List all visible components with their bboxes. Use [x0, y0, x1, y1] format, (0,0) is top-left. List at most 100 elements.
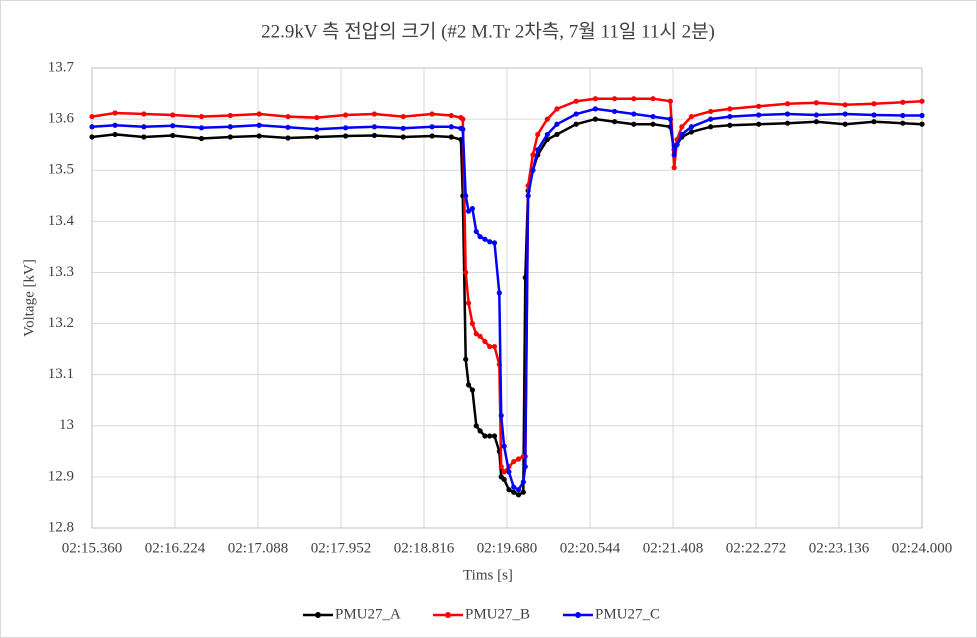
data-point [506, 469, 512, 475]
data-point [343, 112, 349, 118]
data-point [400, 113, 406, 120]
data-point [314, 134, 320, 140]
data-point [522, 464, 528, 470]
x-tick-label: 02:21.408 [643, 540, 703, 556]
data-point [919, 112, 925, 119]
data-point [429, 124, 435, 130]
data-point [871, 101, 877, 107]
x-tick-label: 02:17.088 [228, 540, 288, 556]
data-point [487, 343, 493, 350]
data-point [520, 479, 526, 485]
data-point [227, 124, 233, 130]
data-point [727, 113, 733, 120]
y-tick-label: 13.5 [48, 162, 74, 178]
data-point [465, 300, 472, 306]
data-point [592, 106, 598, 112]
legend-label: PMU27_C [595, 606, 660, 622]
data-point [573, 111, 579, 117]
data-point [679, 124, 685, 130]
data-point [515, 487, 522, 493]
data-point [592, 116, 598, 122]
data-point [592, 96, 598, 102]
data-point [688, 129, 695, 135]
data-point [448, 134, 454, 140]
data-point [198, 135, 205, 142]
legend-marker [315, 612, 321, 618]
data-point [535, 131, 541, 138]
legend-label: PMU27_A [335, 606, 401, 622]
data-point [285, 113, 291, 120]
data-point [554, 121, 560, 127]
data-point [463, 356, 469, 362]
data-point [842, 121, 848, 127]
data-point [491, 240, 498, 246]
data-point [89, 124, 95, 130]
data-point [650, 121, 656, 127]
data-point [498, 464, 504, 470]
data-point [473, 228, 479, 235]
data-point [501, 443, 507, 449]
data-point [813, 112, 819, 118]
data-point [842, 111, 848, 117]
data-point [112, 131, 118, 138]
data-point [813, 100, 819, 106]
data-point [544, 116, 550, 122]
data-point [460, 126, 466, 132]
data-point [227, 134, 233, 140]
data-point [482, 338, 488, 345]
data-point [89, 134, 95, 140]
y-tick-label: 13.1 [48, 366, 74, 382]
data-point [400, 134, 406, 140]
y-tick-label: 12.8 [48, 519, 74, 535]
data-point [343, 125, 349, 131]
data-point [631, 111, 637, 117]
data-point [314, 114, 320, 121]
data-point [89, 113, 95, 120]
data-point [198, 113, 205, 120]
data-point [491, 343, 498, 350]
data-point [919, 98, 925, 104]
data-point [756, 112, 762, 118]
y-tick-label: 12.9 [48, 468, 74, 484]
data-point [756, 121, 762, 127]
data-point [400, 125, 406, 131]
data-point [465, 208, 472, 214]
data-point [688, 113, 695, 120]
legend-label: PMU27_B [465, 606, 530, 622]
data-point [631, 96, 637, 102]
y-tick-label: 13 [59, 417, 74, 433]
data-point [469, 387, 476, 393]
x-tick-label: 02:24.000 [892, 540, 952, 556]
data-point [611, 108, 618, 115]
data-point [708, 108, 714, 115]
data-point [112, 110, 118, 116]
data-point [487, 433, 493, 439]
data-point [900, 120, 906, 126]
data-point [429, 133, 435, 139]
x-axis-label: Tims [s] [463, 567, 513, 583]
data-point [227, 112, 233, 119]
chart-title: 22.9kV 측 전압의 크기 (#2 M.Tr 2차측, 7월 11일 11시… [261, 20, 715, 42]
data-point [448, 124, 454, 130]
data-point [170, 132, 176, 139]
data-point [256, 133, 262, 139]
data-point [498, 412, 504, 419]
data-point [343, 133, 349, 139]
data-point [429, 111, 435, 117]
data-point [463, 193, 469, 199]
x-tick-label: 02:18.816 [394, 540, 455, 556]
x-tick-label: 02:17.952 [311, 540, 371, 556]
x-tick-label: 02:16.224 [145, 540, 206, 556]
y-axis-label: Voltage [kV] [21, 259, 37, 337]
data-point [515, 492, 522, 498]
data-point [477, 428, 483, 434]
data-point [501, 476, 507, 483]
data-point [727, 122, 733, 128]
data-point [573, 121, 579, 127]
data-point [460, 116, 466, 122]
data-point [170, 112, 176, 118]
data-point [285, 124, 291, 130]
data-point [871, 112, 877, 118]
data-point [496, 290, 502, 296]
